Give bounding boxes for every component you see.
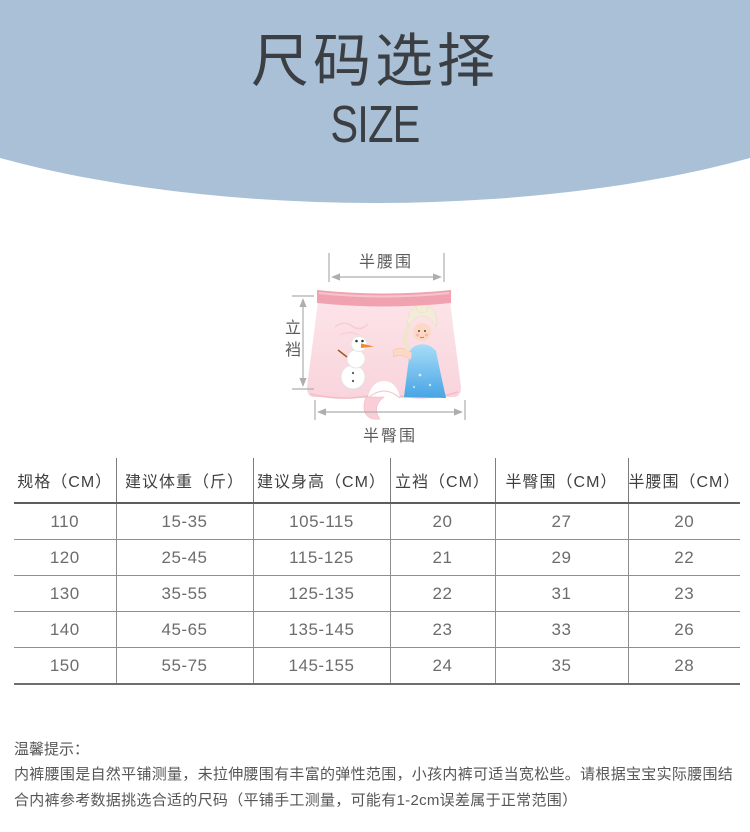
cell: 31 — [495, 575, 629, 612]
cell: 29 — [495, 539, 629, 576]
col-header-weight: 建议体重（斤） — [116, 458, 254, 504]
cell: 125-135 — [253, 575, 391, 612]
cell: 23 — [390, 611, 496, 648]
notes-title: 温馨提示： — [14, 741, 90, 758]
table-row-130: 130 35-55 125-135 22 31 23 — [14, 575, 740, 612]
olaf-print — [337, 336, 374, 390]
col-header-half-hip: 半臀围（CM） — [495, 458, 629, 504]
page-header: 尺码选择 SIZE — [0, 0, 750, 210]
cell: 105-115 — [253, 503, 391, 540]
table-row-120: 120 25-45 115-125 21 29 22 — [14, 539, 740, 576]
cell: 22 — [628, 539, 740, 576]
cell: 130 — [14, 575, 117, 612]
half-waist-dimension-arrow — [328, 253, 445, 282]
cell: 24 — [390, 647, 496, 685]
table-row-110: 110 15-35 105-115 20 27 20 — [14, 503, 740, 540]
underwear-waistband — [317, 290, 451, 307]
half-waist-label: 半腰围 — [358, 254, 413, 271]
cell: 20 — [628, 503, 740, 540]
size-table-header-row: 规格（CM） 建议体重（斤） 建议身高（CM） 立裆（CM） 半臀围（CM） 半… — [14, 458, 740, 504]
cell: 25-45 — [116, 539, 254, 576]
cell: 140 — [14, 611, 117, 648]
cell: 35-55 — [116, 575, 254, 612]
col-header-height: 建议身高（CM） — [253, 458, 391, 504]
cell: 15-35 — [116, 503, 254, 540]
cell: 33 — [495, 611, 629, 648]
notes-body: 内裤腰围是自然平铺测量，未拉伸腰围有丰富的弹性范围，小孩内裤可适当宽松些。请根据… — [14, 766, 734, 809]
half-hip-label: 半臀围 — [362, 428, 417, 445]
table-row-140: 140 45-65 135-145 23 33 26 — [14, 611, 740, 648]
cell: 20 — [390, 503, 496, 540]
cell: 115-125 — [253, 539, 391, 576]
size-table: 规格（CM） 建议体重（斤） 建议身高（CM） 立裆（CM） 半臀围（CM） 半… — [14, 458, 740, 685]
cell: 26 — [628, 611, 740, 648]
half-hip-dimension-arrow — [314, 400, 466, 420]
rise-label: 立裆 — [282, 319, 299, 363]
table-row-150: 150 55-75 145-155 24 35 28 — [14, 647, 740, 685]
cell: 23 — [628, 575, 740, 612]
cell: 45-65 — [116, 611, 254, 648]
page-subtitle: SIZE — [330, 96, 420, 154]
notes-section: 温馨提示： 内裤腰围是自然平铺测量，未拉伸腰围有丰富的弹性范围，小孩内裤可适当宽… — [14, 738, 738, 814]
measurement-diagram: 半腰围 立裆 半臀围 — [0, 235, 750, 460]
cell: 55-75 — [116, 647, 254, 685]
col-header-rise: 立裆（CM） — [390, 458, 496, 504]
cell: 27 — [495, 503, 629, 540]
underwear-illustration — [292, 253, 466, 420]
cell: 120 — [14, 539, 117, 576]
underwear-body-shape — [307, 301, 461, 420]
cell: 145-155 — [253, 647, 391, 685]
col-header-half-waist: 半腰围（CM） — [628, 458, 740, 504]
cell: 22 — [390, 575, 496, 612]
rise-dimension-arrow — [292, 295, 314, 390]
cell: 135-145 — [253, 611, 391, 648]
cell: 150 — [14, 647, 117, 685]
col-header-spec: 规格（CM） — [14, 458, 117, 504]
cell: 110 — [14, 503, 117, 540]
page-title: 尺码选择 — [250, 29, 499, 94]
cell: 28 — [628, 647, 740, 685]
header-curve-background — [0, 0, 750, 203]
cell: 21 — [390, 539, 496, 576]
cell: 35 — [495, 647, 629, 685]
